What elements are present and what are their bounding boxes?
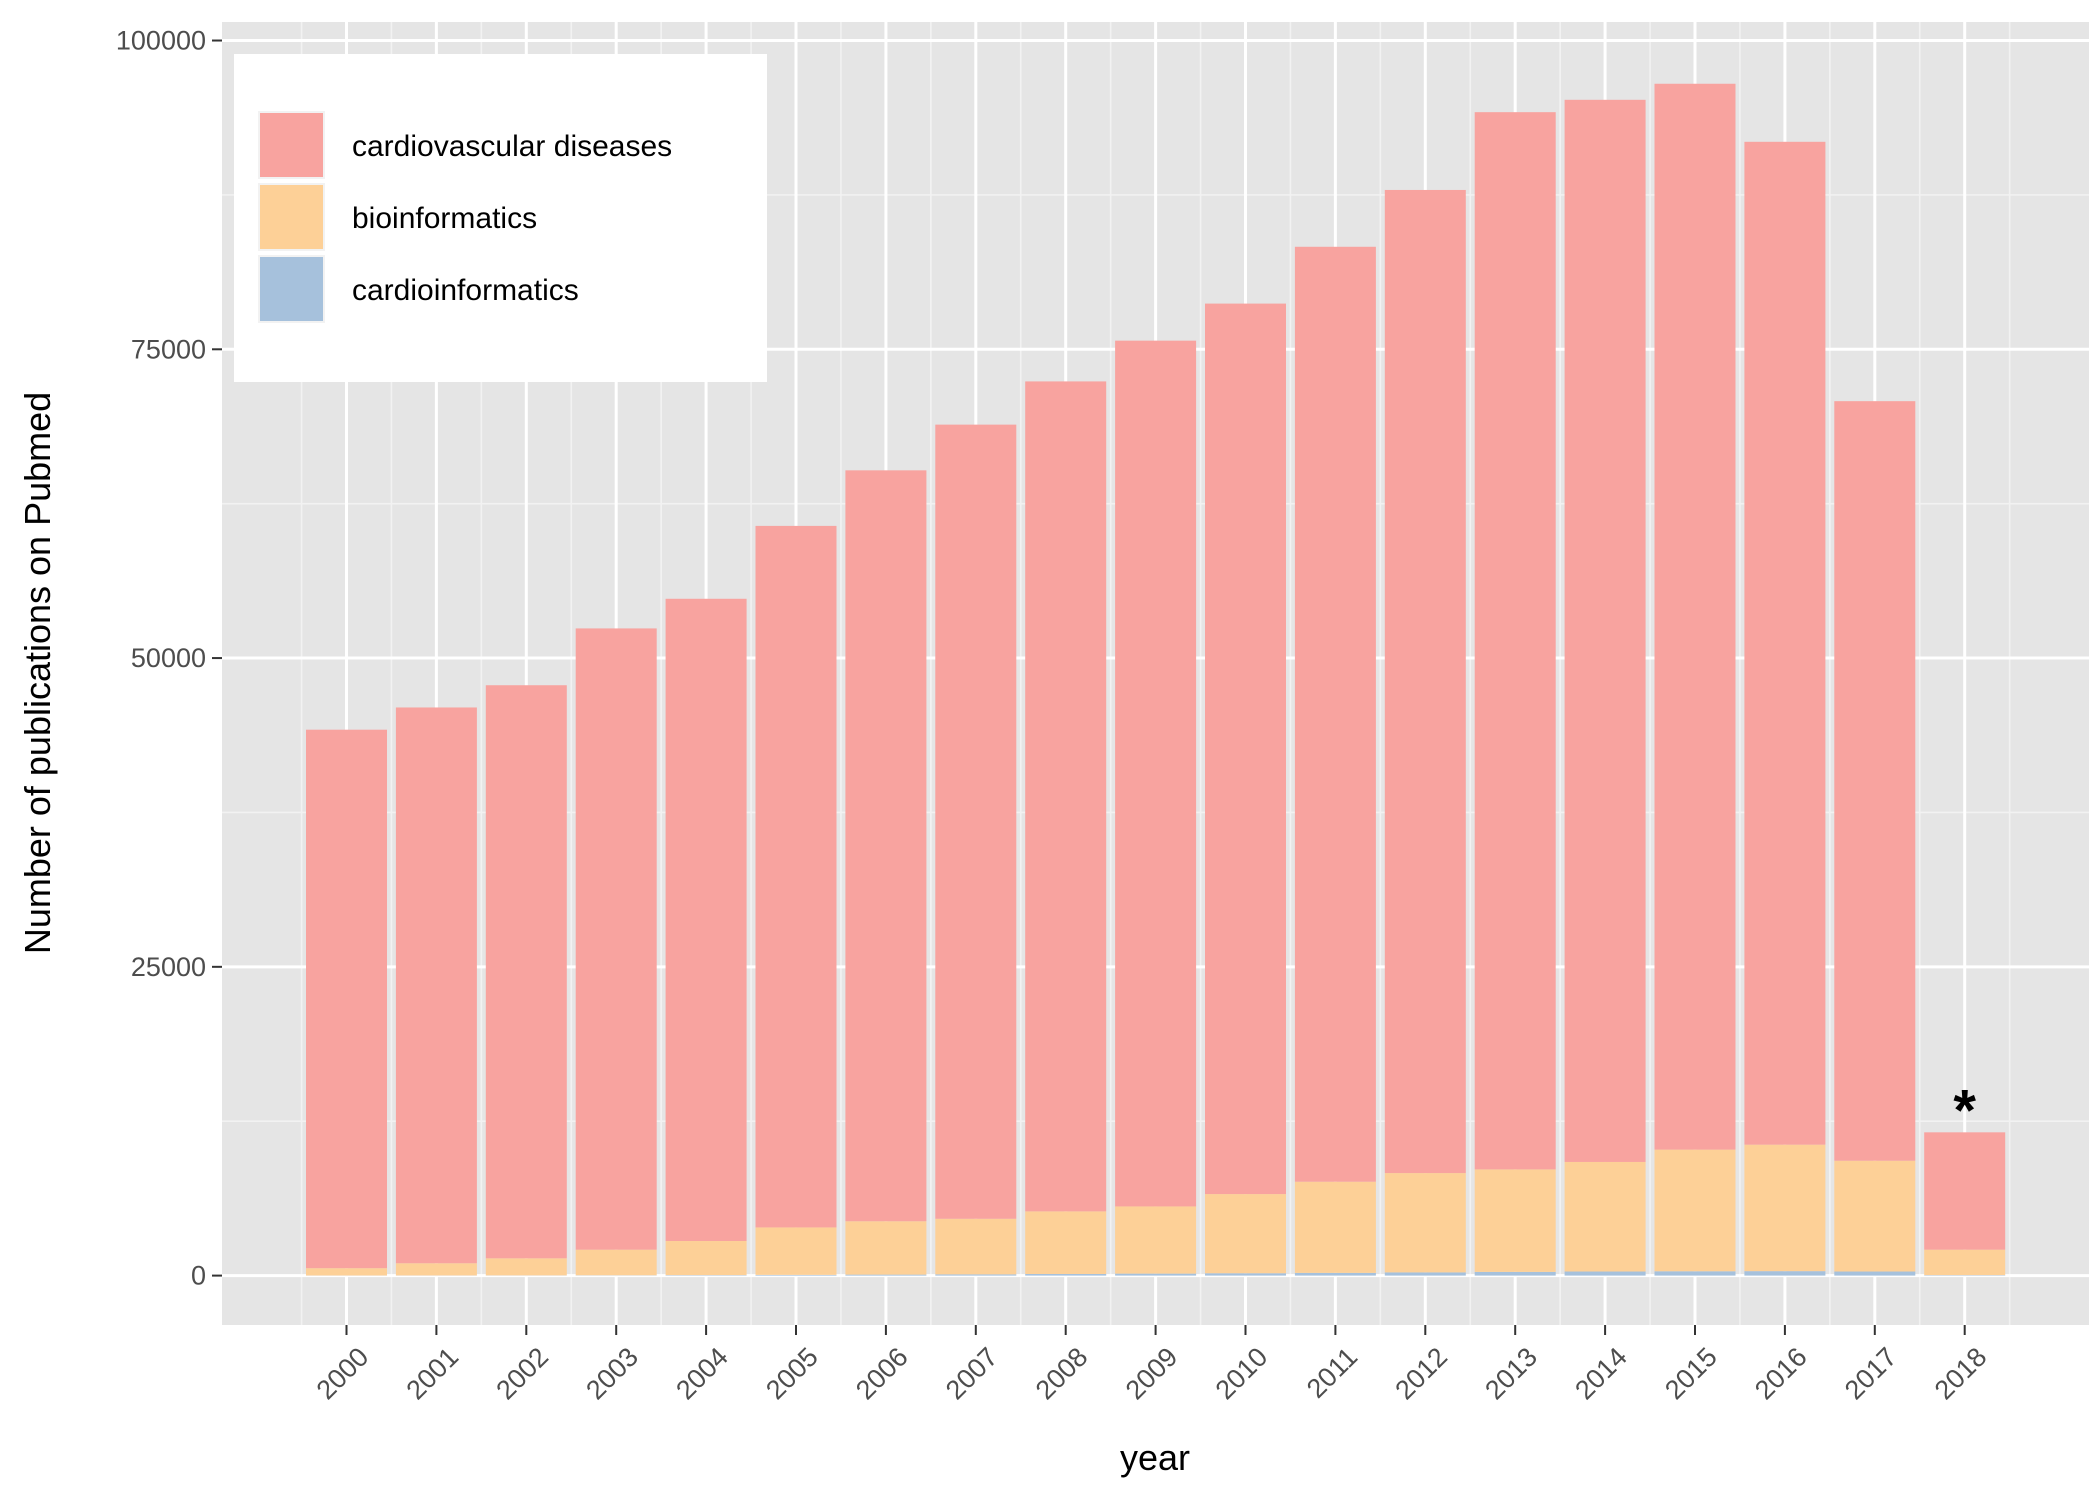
bar-bioinformatics-2003 xyxy=(575,1249,657,1276)
bar-bioinformatics-2017 xyxy=(1834,1160,1916,1272)
bar-cardioinformatics-2008 xyxy=(1025,1273,1107,1276)
bar-bioinformatics-2002 xyxy=(485,1258,567,1276)
bar-bioinformatics-2005 xyxy=(755,1227,837,1275)
y-tick-label: 75000 xyxy=(131,334,206,364)
bar-bioinformatics-2006 xyxy=(845,1221,927,1275)
bar-cardioinformatics-2005 xyxy=(755,1274,837,1276)
legend-label: cardiovascular diseases xyxy=(352,130,672,163)
y-tick-label: 25000 xyxy=(131,952,206,982)
annotations: * xyxy=(1953,1078,1976,1143)
bar-cardioinformatics-2011 xyxy=(1294,1272,1376,1276)
bar-cardioinformatics-2007 xyxy=(935,1274,1017,1276)
bar-cardioinformatics-2006 xyxy=(845,1274,927,1276)
bar-cardiovascular-diseases-2008 xyxy=(1025,381,1107,1212)
legend-key-cardiovascular-diseases xyxy=(260,113,323,177)
x-tick-label: 2009 xyxy=(1120,1342,1184,1406)
legend: cardiovascular diseases bioinformatics car… xyxy=(234,54,767,382)
bar-cardiovascular-diseases-2009 xyxy=(1115,340,1197,1207)
bar-cardiovascular-diseases-2001 xyxy=(395,707,477,1264)
bar-cardiovascular-diseases-2002 xyxy=(485,685,567,1259)
x-tick-label: 2001 xyxy=(401,1342,465,1406)
bar-cardiovascular-diseases-2004 xyxy=(665,598,747,1242)
bar-cardiovascular-diseases-2006 xyxy=(845,470,927,1222)
bar-cardioinformatics-2014 xyxy=(1564,1271,1646,1276)
bar-cardiovascular-diseases-2003 xyxy=(575,628,657,1250)
x-tick-label: 2003 xyxy=(580,1342,644,1406)
y-axis: 0 25000 50000 75000 100000 xyxy=(116,26,222,1291)
y-axis-title: Number of publications on Pubmed xyxy=(17,392,58,954)
bar-cardioinformatics-2010 xyxy=(1205,1273,1286,1276)
x-tick-label: 2008 xyxy=(1030,1342,1094,1406)
bars xyxy=(306,83,2006,1276)
x-tick-label: 2006 xyxy=(850,1342,914,1406)
bar-bioinformatics-2011 xyxy=(1294,1181,1376,1273)
bar-cardioinformatics-2017 xyxy=(1834,1271,1916,1276)
y-tick-label: 50000 xyxy=(131,643,206,673)
y-tick-label: 0 xyxy=(191,1261,206,1291)
bar-cardiovascular-diseases-2018 xyxy=(1924,1132,2006,1250)
x-tick-label: 2002 xyxy=(490,1342,554,1406)
bar-bioinformatics-2009 xyxy=(1115,1206,1197,1274)
x-tick-label: 2007 xyxy=(940,1342,1004,1406)
x-axis-title: year xyxy=(1120,1437,1190,1478)
x-tick-label: 2015 xyxy=(1659,1342,1723,1406)
bar-bioinformatics-2007 xyxy=(935,1218,1017,1275)
bar-cardioinformatics-2009 xyxy=(1115,1273,1197,1276)
y-tick-label: 100000 xyxy=(116,26,206,56)
x-tick-label: 2012 xyxy=(1389,1342,1453,1406)
bar-bioinformatics-2008 xyxy=(1025,1211,1107,1274)
bar-bioinformatics-2004 xyxy=(665,1241,747,1276)
bar-cardioinformatics-2016 xyxy=(1744,1271,1826,1276)
bar-cardiovascular-diseases-2011 xyxy=(1294,246,1376,1182)
bar-cardiovascular-diseases-2010 xyxy=(1205,303,1286,1195)
bar-bioinformatics-2013 xyxy=(1474,1169,1556,1272)
legend-key-cardioinformatics xyxy=(260,257,323,321)
legend-key-bioinformatics xyxy=(260,185,323,249)
bar-cardioinformatics-2013 xyxy=(1474,1271,1556,1276)
legend-label: cardioinformatics xyxy=(352,274,579,307)
bar-bioinformatics-2012 xyxy=(1384,1173,1466,1273)
bar-bioinformatics-2014 xyxy=(1564,1161,1646,1272)
x-tick-label: 2018 xyxy=(1929,1342,1993,1406)
bar-bioinformatics-2001 xyxy=(395,1263,477,1276)
bar-cardioinformatics-2015 xyxy=(1654,1271,1736,1276)
x-tick-label: 2005 xyxy=(760,1342,824,1406)
bar-cardiovascular-diseases-2016 xyxy=(1744,141,1826,1145)
bar-cardiovascular-diseases-2012 xyxy=(1384,189,1466,1174)
x-tick-label: 2014 xyxy=(1569,1342,1633,1406)
x-tick-label: 2011 xyxy=(1301,1342,1363,1404)
bar-bioinformatics-2016 xyxy=(1744,1144,1826,1272)
x-axis: 2000 2001 2002 2003 2004 2005 2006 2007 2008 2009… xyxy=(311,1325,1993,1405)
x-tick-label: 2013 xyxy=(1479,1342,1543,1406)
bar-bioinformatics-2000 xyxy=(306,1268,387,1276)
bar-bioinformatics-2010 xyxy=(1205,1194,1286,1274)
bar-cardiovascular-diseases-2007 xyxy=(935,424,1017,1219)
bar-bioinformatics-2015 xyxy=(1654,1149,1736,1272)
bar-cardiovascular-diseases-2000 xyxy=(306,729,387,1269)
bar-cardiovascular-diseases-2013 xyxy=(1474,112,1556,1170)
annotation-asterisk: * xyxy=(1953,1078,1976,1143)
bar-cardiovascular-diseases-2005 xyxy=(755,525,837,1228)
x-tick-label: 2017 xyxy=(1839,1342,1903,1406)
x-tick-label: 2000 xyxy=(311,1342,375,1406)
bar-cardiovascular-diseases-2017 xyxy=(1834,401,1916,1161)
x-tick-label: 2010 xyxy=(1210,1342,1274,1406)
bar-bioinformatics-2018 xyxy=(1924,1249,2006,1276)
bar-cardiovascular-diseases-2015 xyxy=(1654,83,1736,1150)
legend-label: bioinformatics xyxy=(352,202,537,235)
x-tick-label: 2016 xyxy=(1749,1342,1813,1406)
bar-cardiovascular-diseases-2014 xyxy=(1564,99,1646,1162)
bar-cardioinformatics-2012 xyxy=(1384,1272,1466,1276)
x-tick-label: 2004 xyxy=(670,1342,734,1406)
